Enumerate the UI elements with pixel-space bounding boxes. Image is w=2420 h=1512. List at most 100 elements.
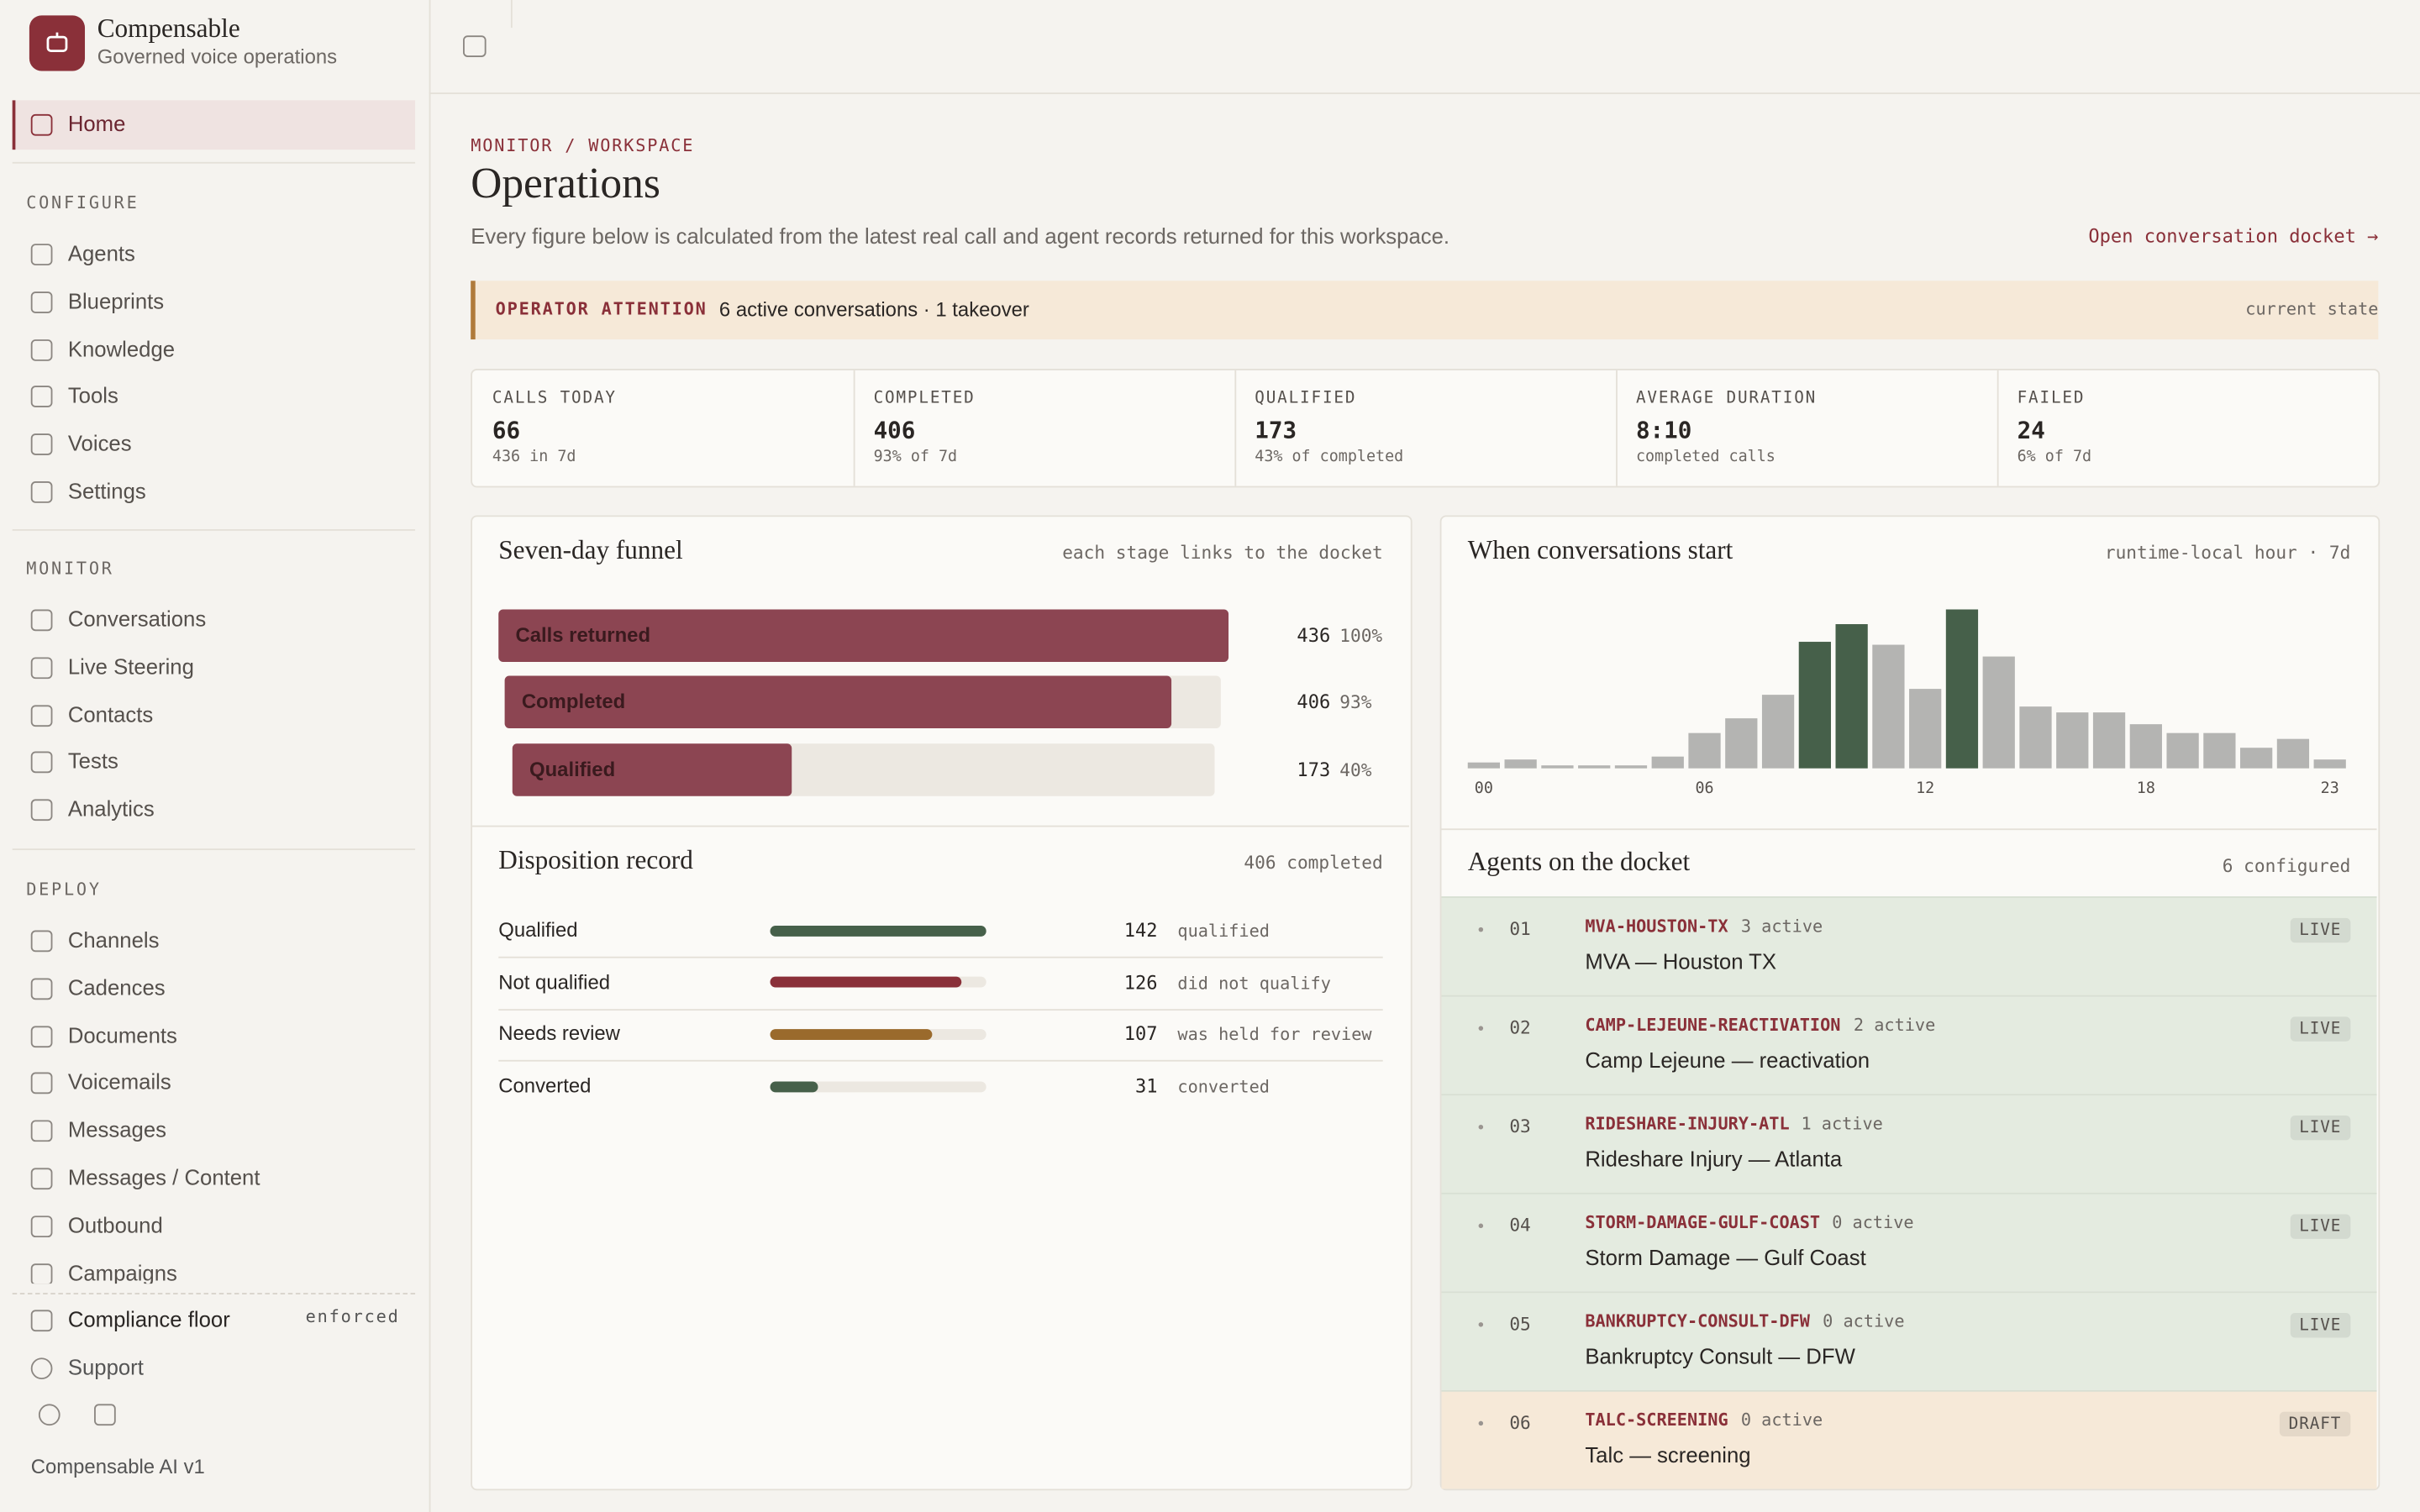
- agent-row[interactable]: [1441, 1094, 2377, 1193]
- agent-row[interactable]: [1441, 1291, 2377, 1390]
- theme-toggle[interactable]: [38, 1404, 60, 1426]
- agent-name[interactable]: Rideshare Injury — Atlanta: [1585, 1146, 1843, 1172]
- hour-bar: [2166, 732, 2199, 769]
- funnel-stage[interactable]: Qualified: [529, 757, 616, 781]
- compliance-state: enforced: [305, 1306, 400, 1327]
- nav-home-label[interactable]: Home: [67, 111, 126, 136]
- nav-item[interactable]: Tools: [67, 383, 118, 408]
- breadcrumb: MONITOR / WORKSPACE: [471, 135, 695, 156]
- nav-item[interactable]: Blueprints: [67, 288, 165, 313]
- disposition-value: 31: [1135, 1075, 1158, 1098]
- hourly-title: When conversations start: [1467, 535, 1733, 565]
- nav-item[interactable]: Live Steering: [67, 654, 194, 679]
- agent-name[interactable]: MVA — Houston TX: [1585, 948, 1777, 974]
- agent-active: 2 active: [1853, 1015, 1936, 1036]
- hour-bar: [1614, 765, 1648, 769]
- section-title: DEPLOY: [26, 879, 102, 900]
- nav-item[interactable]: Voices: [67, 430, 132, 456]
- funnel-stage[interactable]: Completed: [521, 690, 626, 713]
- nav-support[interactable]: Support: [67, 1354, 144, 1380]
- agent-dot: [1478, 1223, 1484, 1229]
- agent-row[interactable]: [1441, 995, 2377, 1095]
- funnel-bar[interactable]: [504, 675, 1172, 728]
- sidebar-toggle[interactable]: [463, 35, 487, 57]
- topbar-border: [429, 92, 2420, 95]
- nav-item[interactable]: Conversations: [67, 606, 207, 632]
- agent-active: 0 active: [1740, 1410, 1823, 1431]
- funnel-bar[interactable]: [498, 609, 1229, 662]
- agent-row[interactable]: [1441, 1192, 2377, 1292]
- page-title: Operations: [471, 160, 660, 208]
- agent-slug: MVA-HOUSTON-TX: [1585, 916, 1728, 937]
- kpi-note: completed calls: [1635, 449, 1776, 466]
- nav-item[interactable]: Knowledge: [67, 335, 176, 361]
- disposition-bar: [770, 976, 962, 988]
- nav-item[interactable]: Outbound: [67, 1212, 163, 1237]
- agent-slug: RIDESHARE-INJURY-ATL: [1585, 1114, 1790, 1135]
- attention-text: 6 active conversations · 1 takeover: [718, 297, 1029, 322]
- divider: [498, 1008, 1383, 1011]
- disposition-bar: [770, 1028, 934, 1040]
- x-tick-label: 12: [1916, 780, 1934, 797]
- nav-icon: [30, 1263, 53, 1284]
- agent-row[interactable]: [1441, 1389, 2377, 1489]
- nav-item[interactable]: Messages: [67, 1117, 167, 1142]
- kpi-value: 66: [492, 416, 521, 444]
- divider: [510, 0, 513, 29]
- agent-name[interactable]: Storm Damage — Gulf Coast: [1585, 1245, 1866, 1270]
- hour-bar: [2203, 732, 2236, 769]
- hourly-chart: 00 06 12 18 23: [1467, 609, 2346, 797]
- agent-row[interactable]: [1441, 896, 2377, 995]
- nav-item[interactable]: Settings: [67, 478, 146, 503]
- kpi-value: 406: [873, 416, 916, 444]
- x-tick-label: 00: [1475, 780, 1493, 797]
- docket-link[interactable]: Open conversation docket →: [2088, 225, 2379, 247]
- agent-index: 03: [1509, 1115, 1531, 1137]
- agent-dot: [1478, 1322, 1484, 1327]
- sidebar: [0, 0, 431, 1512]
- nav-item[interactable]: Campaigns: [67, 1259, 177, 1284]
- divider: [12, 848, 416, 851]
- nav-item[interactable]: Analytics: [67, 796, 155, 822]
- agent-name[interactable]: Camp Lejeune — reactivation: [1585, 1047, 1870, 1073]
- disposition-name: Converted: [498, 1074, 592, 1098]
- funnel-value: 406: [1297, 690, 1331, 713]
- funnel-value: 173: [1297, 759, 1331, 781]
- nav-icon: [30, 1168, 53, 1190]
- nav-item[interactable]: Voicemails: [67, 1069, 171, 1095]
- density-toggle[interactable]: [94, 1404, 116, 1426]
- hour-bar: [2313, 759, 2346, 769]
- brand-logo: [29, 15, 86, 71]
- agent-slug: CAMP-LEJEUNE-REACTIVATION: [1585, 1015, 1841, 1036]
- nav-item[interactable]: Agents: [67, 240, 135, 265]
- agent-name[interactable]: Talc — screening: [1585, 1442, 1751, 1467]
- disposition-name: Needs review: [498, 1021, 620, 1046]
- hour-bar: [1688, 732, 1721, 769]
- nav-item[interactable]: Contacts: [67, 701, 154, 727]
- nav-compliance[interactable]: Compliance floor: [67, 1306, 230, 1332]
- kpi-label: FAILED: [2017, 388, 2086, 407]
- section-title: MONITOR: [26, 558, 114, 579]
- hour-bar: [1504, 759, 1537, 769]
- agent-status: LIVE: [2290, 1115, 2351, 1141]
- nav-icon: [30, 657, 53, 679]
- nav-icon: [30, 1120, 53, 1142]
- nav-item[interactable]: Cadences: [67, 974, 166, 1000]
- hour-bar: [1798, 642, 1831, 769]
- funnel-bar[interactable]: [512, 743, 792, 796]
- funnel-title: Seven-day funnel: [498, 535, 683, 565]
- nav-item[interactable]: Channels: [67, 927, 160, 953]
- nav-item[interactable]: Documents: [67, 1022, 177, 1047]
- nav-item[interactable]: Tests: [67, 748, 118, 774]
- nav-home[interactable]: [12, 100, 416, 150]
- nav-icon: [30, 1073, 53, 1095]
- divider: [1234, 370, 1237, 486]
- hour-bar: [1725, 718, 1758, 769]
- nav-icon: [30, 752, 53, 774]
- agent-name[interactable]: Bankruptcy Consult — DFW: [1585, 1343, 1855, 1369]
- funnel-stage[interactable]: Calls returned: [515, 623, 651, 647]
- divider: [498, 956, 1383, 958]
- kpi-label: COMPLETED: [873, 388, 976, 407]
- nav-item[interactable]: Messages / Content: [67, 1164, 260, 1190]
- funnel-note: each stage links to the docket: [1062, 541, 1383, 564]
